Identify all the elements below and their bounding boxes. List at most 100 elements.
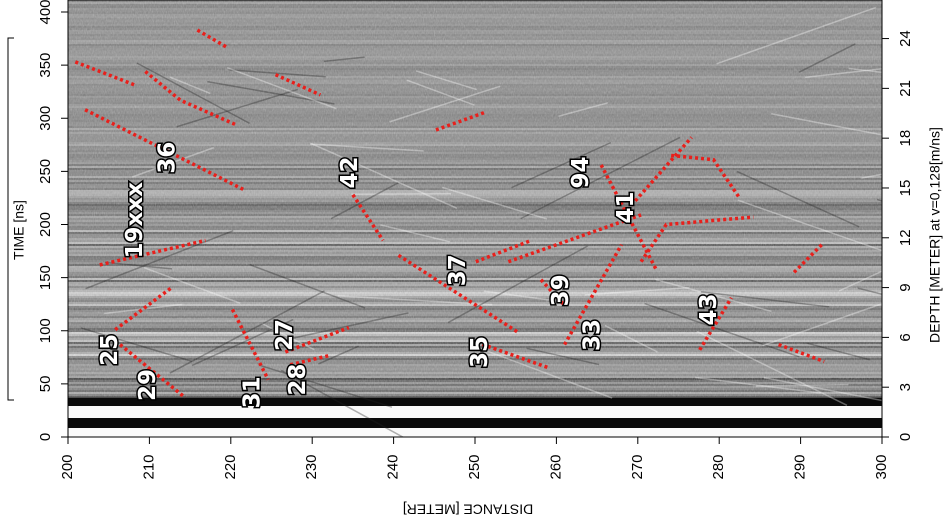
texture-streak [644,302,800,358]
texture-streak [85,229,234,290]
texture-streak [380,224,450,243]
texture-streak [258,364,393,408]
texture-streak [755,383,849,387]
texture-streak [389,85,501,123]
y2-axis-title: DEPTH [METER] at v=0,128[m/ns] [927,127,943,343]
texture-streak [330,182,399,220]
x-tick-label: 280 [710,454,727,479]
reflector-label: 35 [467,336,493,368]
texture-streak [584,286,690,296]
texture-streak [473,345,613,399]
texture-streak [447,245,588,324]
interpreted-reflector [470,338,550,370]
interpreted-reflector [230,308,270,381]
texture-row [68,424,882,426]
texture-streak [249,263,366,309]
texture-row [68,400,882,402]
texture-streak [80,327,193,363]
texture-streak [415,70,477,91]
texture-streak [169,290,325,374]
texture-streak [763,376,882,402]
texture-row [68,420,882,422]
texture-streak [520,136,681,220]
interpreted-reflector [435,110,487,132]
texture-streak [207,80,335,105]
x-tick-label: 200 [59,454,76,479]
y-tick-label: 50 [37,376,54,393]
texture-streak [838,270,882,292]
y2-tick-label: 3 [897,383,914,391]
reflector-label: 19xxx [122,182,148,259]
y-tick-label: 250 [37,159,54,184]
texture-streak [143,266,241,304]
interpreted-reflector [670,153,741,199]
texture-row [68,402,882,404]
reflector-label: 41 [613,191,639,223]
texture-streak [337,295,493,306]
texture-row [68,398,882,400]
interpreted-reflector [274,73,322,97]
reflector-label: 37 [445,254,471,286]
x-axis-title: DISTANCE [METER] [403,501,533,517]
texture-row [68,422,882,424]
y2-tick-label: 0 [897,433,914,441]
texture-row [68,406,882,408]
x-tick-label: 250 [466,454,483,479]
reflector-label: 25 [97,334,123,366]
x-tick-label: 220 [222,454,239,479]
x-tick-label: 210 [140,454,157,479]
texture-streak [280,369,405,437]
interpreted-reflector [284,325,350,354]
x-tick-label: 230 [303,454,320,479]
texture-streak [104,303,183,315]
texture-streak [861,173,882,179]
texture-noise [68,0,882,397]
x-tick-label: 270 [629,454,646,479]
interpreted-reflector [144,70,237,127]
texture-row [68,410,882,412]
texture-streak [716,6,877,65]
texture-streak [323,56,365,63]
texture-streak [351,192,451,196]
reflector-label: 28 [285,364,311,396]
reflector-label: 33 [580,319,606,351]
texture-streak [176,88,298,128]
texture-streak [511,141,612,189]
y-tick-label: 400 [37,0,54,25]
texture-streak [771,113,882,136]
texture-streak [406,79,475,106]
interpreted-reflector [698,296,733,351]
reflector-label: 42 [337,156,363,188]
interpreted-reflector [639,215,754,263]
y2-tick-label: 6 [897,333,914,341]
texture-streak [310,142,458,210]
texture-streak [191,318,294,367]
reflector-label: 43 [696,293,722,325]
interpreted-reflector [118,343,187,400]
texture-streak [261,322,315,351]
x-tick-label: 260 [547,454,564,479]
texture-row [68,428,882,430]
texture-row [68,404,882,406]
texture-streak [441,186,548,220]
y2-tick-label: 18 [897,130,914,147]
y2-tick-label: 24 [897,30,914,47]
texture-streak [270,312,409,344]
texture-streak [558,102,609,117]
reflector-label: 36 [155,142,181,174]
texture-streak [318,345,359,365]
texture-streak [310,143,424,152]
interpreted-reflector [99,238,206,267]
texture-row [68,430,882,432]
y2-tick-label: 15 [897,180,914,197]
texture-streak [798,43,856,73]
interpreted-reflector [475,238,532,264]
texture-streak [226,67,337,110]
y2-tick-label: 21 [897,80,914,97]
reflector-label: 39 [548,274,574,306]
texture-row [68,408,882,410]
y-tick-label: 350 [37,53,54,78]
x-tick-label: 300 [873,454,890,479]
reflector-label: 27 [272,319,298,351]
